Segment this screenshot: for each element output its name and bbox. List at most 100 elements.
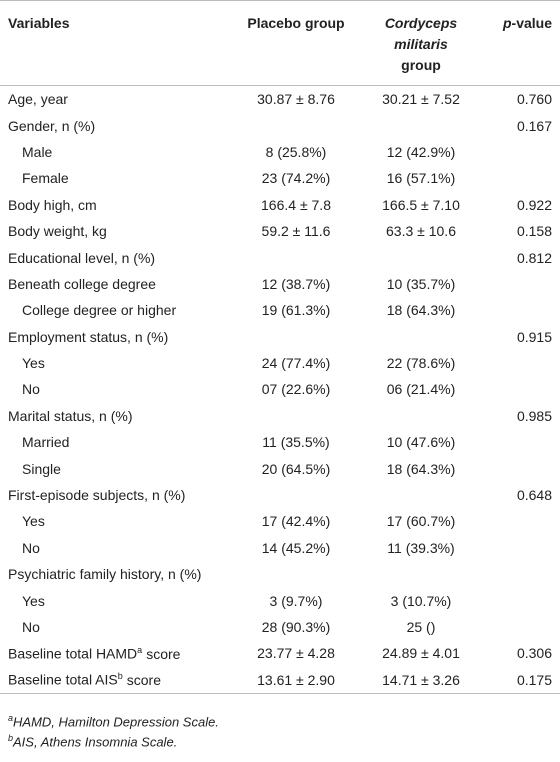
label-text: score — [146, 645, 181, 662]
table-cell: 14 (45.2%) — [261, 539, 331, 556]
table-cell: Employment status, n (%) — [8, 328, 169, 345]
table-cell — [360, 403, 482, 429]
table-row: Body weight, kg 59.2 ± 11.6 63.3 ± 10.6 0.1… — [0, 218, 560, 244]
table-cell: 12 (42.9%) — [386, 143, 456, 160]
table-row: First-episode subjects, n (%) 0.648 — [0, 482, 560, 508]
table-cell: Marital status, n (%) — [8, 407, 133, 424]
label-text: score — [126, 672, 161, 689]
table-cell: 0.648 — [516, 487, 552, 504]
footnote: bAIS, Athens Insomnia Scale. — [0, 728, 560, 749]
header-text: -value — [511, 15, 552, 31]
table-cell: 16 (57.1%) — [386, 170, 456, 187]
header-italic: Cordyceps militaris — [384, 15, 458, 52]
table-cell: 0.760 — [516, 91, 552, 108]
table-row: Yes 24 (77.4%) 22 (78.6%) — [0, 350, 560, 376]
table-cell: 22 (78.6%) — [386, 355, 456, 372]
table-cell: Single — [22, 460, 61, 477]
table-cell: 63.3 ± 10.6 — [386, 223, 456, 240]
label-text: Baseline total AIS — [8, 672, 118, 689]
table-cell: 166.5 ± 7.10 — [382, 196, 460, 213]
table-row: No 28 (90.3%) 25 () — [0, 614, 560, 640]
table-cell: 0.158 — [516, 223, 552, 240]
table-cell: 0.985 — [516, 407, 552, 424]
table-cell — [360, 244, 482, 270]
table-cell: 24.89 ± 4.01 — [382, 645, 460, 662]
table-cell: 12 (38.7%) — [261, 275, 331, 292]
table-cell: 25 () — [406, 619, 436, 635]
table-cell: 06 (21.4%) — [386, 381, 456, 398]
header-cell: Placebo group — [232, 0, 360, 86]
table-cell: 17 (42.4%) — [261, 513, 331, 530]
table-cell: Gender, n (%) — [8, 117, 96, 134]
superscript: b — [117, 671, 123, 682]
footnotes: aHAMD, Hamilton Depression Scale. bAIS, A… — [0, 708, 560, 749]
table-row: Employment status, n (%) 0.915 — [0, 324, 560, 350]
table-cell — [482, 535, 560, 561]
footnote: aHAMD, Hamilton Depression Scale. — [0, 708, 560, 730]
table-row: Yes 3 (9.7%) 3 (10.7%) — [0, 587, 560, 613]
table-cell: 0.812 — [516, 249, 552, 266]
table-cell: 28 (90.3%) — [261, 619, 331, 635]
table-cell — [482, 376, 560, 402]
table-cell: 24 (77.4%) — [261, 355, 331, 372]
table-cell — [360, 561, 482, 587]
header-italic: p — [502, 15, 512, 31]
table-row: Baseline total AISb score 13.61 ± 2.90 14.7… — [0, 667, 560, 694]
table-cell — [232, 403, 360, 429]
table-cell — [482, 561, 560, 587]
data-table: Variables Placebo group Cordyceps militari… — [0, 0, 560, 694]
table-cell: 17 (60.7%) — [386, 513, 456, 530]
table-cell: 3 (10.7%) — [390, 592, 452, 609]
table-cell: 30.87 ± 8.76 — [257, 91, 335, 108]
table-row: Beneath college degree 12 (38.7%) 10 (35.7… — [0, 271, 560, 297]
table-cell: No — [22, 619, 40, 635]
table-cell — [482, 614, 560, 640]
table-cell — [360, 324, 482, 350]
superscript: a — [8, 712, 14, 723]
table-row: Single 20 (64.5%) 18 (64.3%) — [0, 455, 560, 481]
table-cell: No — [22, 539, 40, 556]
table-row: No 07 (22.6%) 06 (21.4%) — [0, 376, 560, 402]
table-row: No 14 (45.2%) 11 (39.3%) — [0, 535, 560, 561]
table-cell — [482, 139, 560, 165]
table-cell — [232, 112, 360, 138]
header-text: Variables — [8, 15, 70, 31]
table-cell: First-episode subjects, n (%) — [8, 487, 186, 504]
table-cell — [232, 482, 360, 508]
table-cell: No — [22, 381, 40, 398]
table-cell: 0.915 — [516, 328, 552, 345]
table-cell: Body weight, kg — [8, 223, 107, 240]
table-cell — [482, 429, 560, 455]
header-text: group — [401, 57, 441, 73]
table-cell: 3 (9.7%) — [269, 592, 323, 609]
table-cell — [232, 561, 360, 587]
table-row: Male 8 (25.8%) 12 (42.9%) — [0, 139, 560, 165]
table-row: Gender, n (%) 0.167 — [0, 112, 560, 138]
table-cell — [482, 165, 560, 191]
table-cell: Yes — [22, 592, 45, 609]
table-row: Psychiatric family history, n (%) — [0, 561, 560, 587]
table-cell: 13.61 ± 2.90 — [257, 671, 335, 688]
table-row: College degree or higher 19 (61.3%) 18 (64… — [0, 297, 560, 323]
table-cell: 166.4 ± 7.8 — [261, 196, 331, 213]
footnote-text: HAMD, Hamilton Depression Scale. — [13, 714, 219, 730]
table-cell: Male — [22, 143, 53, 160]
table-row: Yes 17 (42.4%) 17 (60.7%) — [0, 508, 560, 534]
table-cell: Psychiatric family history, n (%) — [8, 566, 202, 583]
table-cell — [482, 350, 560, 376]
table-cell: 10 (47.6%) — [386, 434, 456, 451]
header-cell: p-value — [482, 0, 560, 86]
table-cell: 30.21 ± 7.52 — [382, 91, 460, 108]
table-cell: 07 (22.6%) — [261, 381, 331, 398]
table-cell: 14.71 ± 3.26 — [382, 671, 460, 688]
table-cell: 8 (25.8%) — [265, 143, 327, 160]
table-cell — [360, 482, 482, 508]
table-cell — [360, 112, 482, 138]
table-row: Body high, cm 166.4 ± 7.8 166.5 ± 7.10 0.92… — [0, 192, 560, 218]
table-cell: 10 (35.7%) — [386, 275, 456, 292]
table-cell: Female — [22, 170, 69, 187]
table-cell — [232, 244, 360, 270]
table-row: Female 23 (74.2%) 16 (57.1%) — [0, 165, 560, 191]
table-row: Educational level, n (%) 0.812 — [0, 244, 560, 270]
